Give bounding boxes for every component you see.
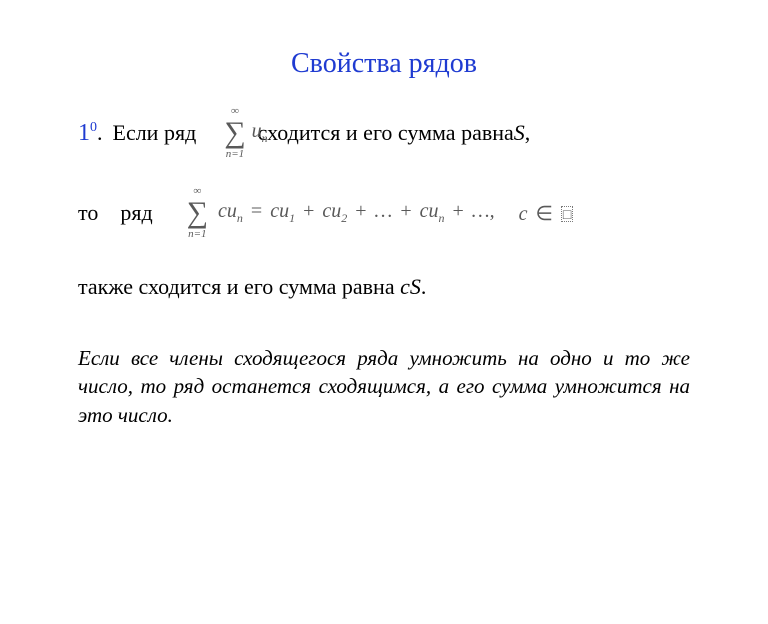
prop-dot: .: [97, 120, 103, 146]
f-tns: n: [439, 211, 445, 225]
f-t1u: u: [279, 200, 289, 222]
sum2-sigma: ∑: [187, 198, 208, 228]
sum2-bottom: n=1: [188, 229, 206, 240]
sum1-term: un: [252, 120, 268, 146]
property-number: 10: [78, 120, 97, 147]
then-text: то ряд: [78, 200, 153, 226]
f-d2: …,: [472, 200, 495, 222]
line1-S: S: [514, 120, 525, 146]
f-p2: +: [352, 200, 369, 222]
f-p4: +: [450, 200, 467, 222]
prop-sup: 0: [90, 120, 97, 135]
sum1-u: u: [252, 120, 262, 142]
f-d1: …: [375, 200, 393, 222]
c-in-R: c ∈ □: [519, 201, 574, 226]
property-line-1: 10 . Если ряд ∞ ∑ n=1 un сходится и его …: [78, 106, 690, 160]
f-t1s: 1: [289, 211, 295, 225]
in-sym: ∈: [532, 203, 555, 225]
if-series-text: Если ряд: [113, 120, 197, 146]
prop-digit: 1: [78, 120, 90, 146]
series-formula: cun = cu1 + cu2 + … + cun + …,: [218, 200, 495, 226]
real-placeholder-icon: □: [561, 206, 573, 222]
property-line-3: также сходится и его сумма равна cS.: [78, 274, 690, 300]
explanation-note: Если все члены сходящегося ряда умножить…: [78, 344, 690, 429]
line3-cS: cS: [400, 274, 421, 299]
f-sub: n: [237, 211, 243, 225]
sum-symbol-1: ∞ ∑ n=1: [224, 106, 245, 160]
line3-b: .: [421, 274, 427, 299]
f-tnc: c: [420, 200, 429, 222]
cvar: c: [519, 203, 528, 225]
f-tnu: u: [429, 200, 439, 222]
line3-a: также сходится и его сумма равна: [78, 274, 400, 299]
f-c: c: [218, 200, 227, 222]
title-text: Свойства рядов: [291, 48, 477, 79]
sum1-bottom: n=1: [226, 149, 244, 160]
line1-tail-b: ,: [525, 120, 531, 146]
f-t1c: c: [270, 200, 279, 222]
sum1-sigma: ∑: [224, 118, 245, 148]
f-t2u: u: [331, 200, 341, 222]
line1-tail-a: сходится и его сумма равна: [258, 120, 514, 146]
page-title: Свойства рядов: [0, 48, 768, 80]
sum-symbol-2: ∞ ∑ n=1: [187, 186, 208, 240]
f-p3: +: [397, 200, 414, 222]
f-eq: =: [248, 200, 265, 222]
f-t2s: 2: [341, 211, 347, 225]
f-t2c: c: [322, 200, 331, 222]
f-p1: +: [300, 200, 317, 222]
content: 10 . Если ряд ∞ ∑ n=1 un сходится и его …: [0, 106, 768, 429]
property-line-2: то ряд ∞ ∑ n=1 cun = cu1 + cu2 + … + cun…: [78, 186, 690, 240]
sum1-sub: n: [262, 131, 268, 145]
f-u: u: [227, 200, 237, 222]
